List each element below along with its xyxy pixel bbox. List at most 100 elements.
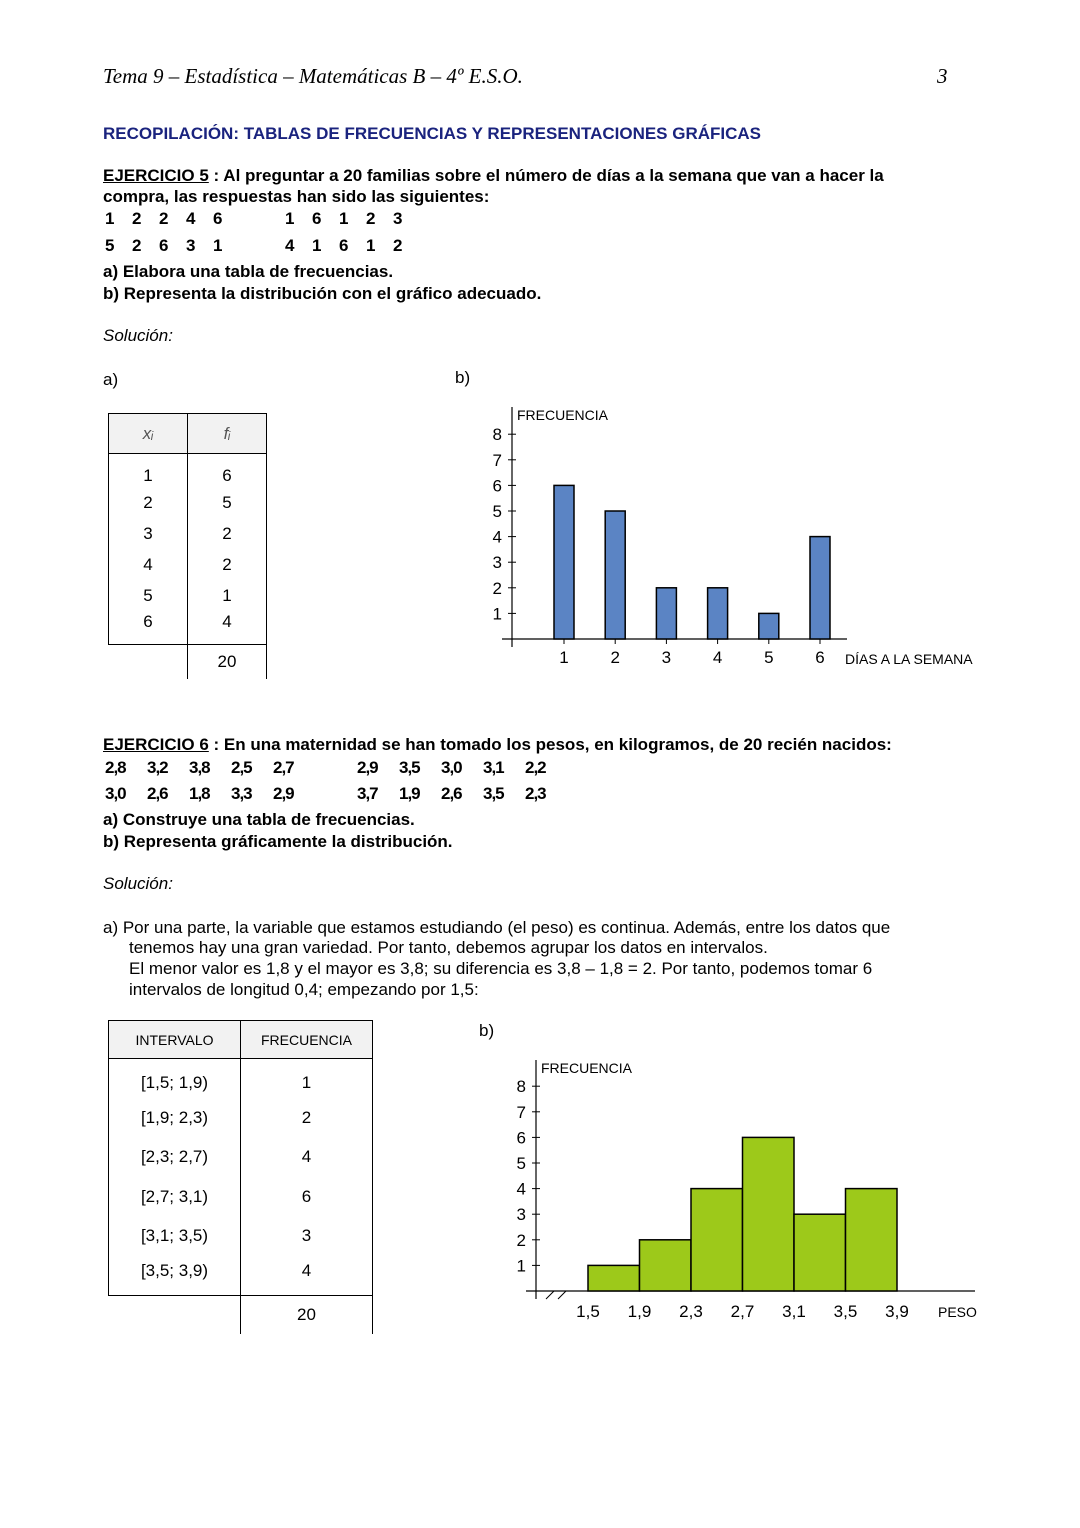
x-tick-label: 1	[559, 648, 568, 667]
col-header-f: fᵢ	[187, 413, 267, 454]
data-value: 2,8	[105, 758, 127, 777]
value-cell: [3,1; 3,5)	[108, 1216, 241, 1256]
x-tick-label: 3,1	[782, 1302, 806, 1321]
data-value: 3,0	[105, 784, 127, 803]
data-value: 2,6	[147, 784, 169, 803]
data-value: 2	[132, 236, 142, 255]
data-value: 3,1	[483, 758, 505, 777]
value-cell: 4	[108, 549, 188, 580]
ej6-explanation-2: tenemos hay una gran variedad. Por tanto…	[129, 938, 768, 957]
x-tick-label: 2,7	[731, 1302, 755, 1321]
ej5-part-b: b)	[455, 368, 471, 387]
data-value: 1	[213, 236, 223, 255]
value-cell: [2,3; 2,7)	[108, 1137, 241, 1177]
y-tick-label: 3	[517, 1205, 526, 1224]
x-tick-label: 1,9	[628, 1302, 652, 1321]
section-title: RECOPILACIÓN: TABLAS DE FRECUENCIAS Y RE…	[103, 124, 762, 143]
table-row: [3,5; 3,9) 4	[108, 1256, 373, 1296]
ej5-task-a: a) Elabora una tabla de frecuencias.	[103, 262, 394, 281]
data-value: 2	[132, 209, 142, 228]
frequency-cell: 4	[240, 1137, 373, 1177]
ej6-frequency-table: INTERVALO FRECUENCIA [1,5; 1,9) 1 [1,9; 2,3…	[108, 1020, 373, 1334]
ej6-text: : En una maternidad se han tomado los pe…	[208, 735, 892, 754]
x-tick-label: 4	[713, 648, 722, 667]
value-cell: [3,5; 3,9)	[108, 1256, 241, 1296]
table-row: [2,3; 2,7) 4	[108, 1137, 373, 1177]
value-cell: 6	[108, 611, 188, 645]
value-cell: [2,7; 3,1)	[108, 1177, 241, 1217]
data-value: 2,9	[357, 758, 379, 777]
data-value: 2	[393, 236, 403, 255]
data-value: 1,9	[399, 784, 421, 803]
data-value: 3,8	[189, 758, 211, 777]
ej6-explanation-3: El menor valor es 1,8 y el mayor es 3,8;…	[129, 959, 873, 978]
y-tick-label: 3	[493, 553, 502, 572]
x-tick-label: 3	[662, 648, 671, 667]
data-value: 4	[285, 236, 295, 255]
header-title: Tema 9 – Estadística – Matemáticas B – 4…	[103, 64, 523, 88]
y-tick-label: 2	[517, 1231, 526, 1250]
data-value: 4	[186, 209, 196, 228]
x-tick-label: 2	[610, 648, 619, 667]
y-tick-label: 8	[517, 1077, 526, 1096]
ej6-task-b: b) Representa gráficamente la distribuci…	[103, 832, 453, 851]
y-tick-label: 7	[517, 1103, 526, 1122]
table-row: [3,1; 3,5) 3	[108, 1216, 373, 1256]
ej5-label: EJERCICIO 5	[103, 166, 209, 185]
y-tick-label: 1	[517, 1256, 526, 1275]
ej5-statement-2: compra, las respuestas han sido las sigu…	[103, 187, 490, 206]
ej5-solution-label: Solución:	[103, 326, 173, 345]
page-number: 3	[937, 64, 948, 88]
data-value: 3,0	[441, 758, 463, 777]
data-value: 2	[366, 209, 376, 228]
bar	[809, 535, 831, 640]
data-value: 3,5	[483, 784, 505, 803]
bar	[553, 484, 575, 640]
x-tick-label: 1,5	[576, 1302, 600, 1321]
total-cell: 20	[187, 644, 267, 679]
y-tick-label: 6	[493, 476, 502, 495]
bar	[706, 587, 729, 640]
table-row: [2,7; 3,1) 6	[108, 1177, 373, 1217]
frequency-cell: 2	[187, 518, 267, 549]
ej5-task-b: b) Representa la distribución con el grá…	[103, 284, 542, 303]
data-value: 1,8	[189, 784, 211, 803]
x-tick-label: 2,3	[679, 1302, 703, 1321]
data-value: 2	[159, 209, 169, 228]
ej5-text: : Al preguntar a 20 familias sobre el nú…	[208, 166, 884, 185]
ej6-explanation-1: a) Por una parte, la variable que estamo…	[103, 918, 891, 937]
value-cell: 3	[108, 518, 188, 549]
x-tick-label: 5	[764, 648, 773, 667]
data-value: 3,3	[231, 784, 253, 803]
ej5-statement: EJERCICIO 5 : Al preguntar a 20 familias…	[103, 166, 884, 186]
table-row: [1,5; 1,9) 1	[108, 1058, 373, 1098]
y-tick-label: 6	[517, 1128, 526, 1147]
value-cell: 5	[108, 580, 188, 611]
histogram-bar	[793, 1213, 847, 1292]
ej6-task-a: a) Construye una tabla de frecuencias.	[103, 810, 415, 829]
data-value: 2,6	[441, 784, 463, 803]
data-value: 3,7	[357, 784, 379, 803]
x-axis-label: DÍAS A LA SEMANA	[845, 651, 973, 667]
data-value: 1	[366, 236, 376, 255]
axis-break-icon	[545, 1290, 567, 1300]
data-value: 1	[285, 209, 295, 228]
total-cell: 20	[240, 1295, 373, 1334]
y-tick-label: 2	[493, 579, 502, 598]
histogram-bar	[587, 1264, 641, 1292]
data-value: 2,3	[525, 784, 547, 803]
value-cell: 1	[108, 453, 188, 487]
frequency-cell: 6	[240, 1177, 373, 1217]
ej6-part-b: b)	[479, 1021, 495, 1040]
data-value: 2,7	[273, 758, 295, 777]
ej6-solution-label: Solución:	[103, 874, 173, 893]
data-value: 3	[393, 209, 403, 228]
data-value: 6	[339, 236, 349, 255]
data-value: 6	[213, 209, 223, 228]
table-row: [1,9; 2,3) 2	[108, 1098, 373, 1138]
data-value: 6	[312, 209, 322, 228]
